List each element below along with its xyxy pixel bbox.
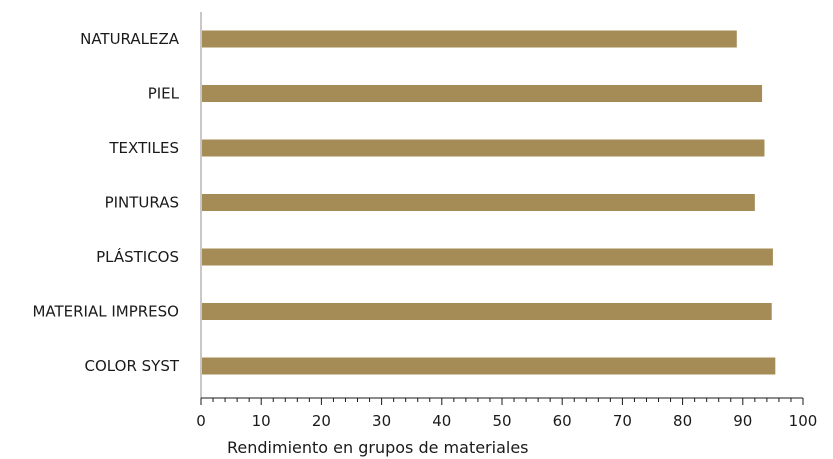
bar-material-impreso	[201, 303, 772, 320]
bar-naturaleza	[201, 30, 737, 48]
category-labels: NATURALEZA PIEL TEXTILES PINTURAS PLÁSTICOS M…	[32, 30, 179, 375]
tick-label: 50	[492, 412, 511, 430]
tick-label: 80	[673, 412, 692, 430]
bar-piel	[201, 85, 763, 102]
tick-label: 10	[252, 412, 271, 430]
bar-textiles	[201, 139, 765, 157]
tick-label: 90	[733, 412, 752, 430]
category-label: PIEL	[148, 85, 180, 103]
tick-label: 60	[553, 412, 572, 430]
bar-pinturas	[201, 194, 755, 211]
bar-color-syst	[201, 357, 776, 375]
category-label: PINTURAS	[105, 194, 179, 212]
x-axis-ticks	[200, 398, 804, 405]
x-axis-title: Rendimiento en grupos de materiales	[227, 438, 529, 457]
x-axis-tick-labels: 0 10 20 30 40 50 60 70 80 90 100	[196, 412, 817, 430]
category-label: PLÁSTICOS	[96, 247, 179, 266]
category-label: COLOR SYST	[85, 357, 180, 375]
bar-plásticos	[201, 248, 773, 266]
tick-label: 100	[789, 412, 818, 430]
tick-label: 40	[432, 412, 451, 430]
tick-label: 70	[613, 412, 632, 430]
tick-label: 0	[196, 412, 206, 430]
tick-label: 20	[312, 412, 331, 430]
category-label: MATERIAL IMPRESO	[32, 303, 179, 321]
bars-group	[201, 30, 776, 375]
category-label: TEXTILES	[108, 139, 179, 157]
tick-label: 30	[372, 412, 391, 430]
category-label: NATURALEZA	[80, 30, 180, 48]
